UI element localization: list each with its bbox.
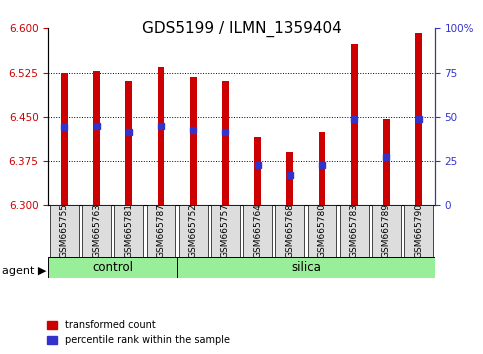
Bar [157, 67, 164, 205]
Text: GDS5199 / ILMN_1359404: GDS5199 / ILMN_1359404 [142, 21, 341, 38]
Text: GSM665768: GSM665768 [285, 204, 294, 258]
FancyBboxPatch shape [114, 205, 143, 257]
Text: GSM665752: GSM665752 [189, 204, 198, 258]
Bar [190, 77, 197, 205]
FancyBboxPatch shape [404, 205, 433, 257]
Text: GSM665790: GSM665790 [414, 204, 423, 258]
Bar [126, 81, 132, 205]
Text: silica: silica [291, 261, 321, 274]
Text: GSM665763: GSM665763 [92, 204, 101, 258]
FancyBboxPatch shape [243, 205, 272, 257]
Bar [383, 119, 390, 205]
Legend: transformed count, percentile rank within the sample: transformed count, percentile rank withi… [43, 316, 234, 349]
FancyBboxPatch shape [146, 205, 175, 257]
FancyBboxPatch shape [372, 205, 401, 257]
Text: control: control [92, 261, 133, 274]
FancyBboxPatch shape [179, 205, 208, 257]
Text: agent ▶: agent ▶ [2, 266, 47, 276]
FancyBboxPatch shape [177, 257, 435, 278]
Bar [286, 152, 293, 205]
FancyBboxPatch shape [50, 205, 79, 257]
Bar [61, 73, 68, 205]
Text: GSM665781: GSM665781 [124, 204, 133, 258]
Bar [351, 44, 357, 205]
Bar [415, 33, 422, 205]
Text: GSM665789: GSM665789 [382, 204, 391, 258]
Text: GSM665764: GSM665764 [253, 204, 262, 258]
Text: GSM665757: GSM665757 [221, 204, 230, 258]
FancyBboxPatch shape [48, 257, 177, 278]
Bar [254, 137, 261, 205]
FancyBboxPatch shape [211, 205, 240, 257]
FancyBboxPatch shape [340, 205, 369, 257]
Bar [222, 81, 229, 205]
FancyBboxPatch shape [82, 205, 111, 257]
Text: GSM665755: GSM665755 [60, 204, 69, 258]
Text: GSM665783: GSM665783 [350, 204, 359, 258]
FancyBboxPatch shape [275, 205, 304, 257]
FancyBboxPatch shape [308, 205, 337, 257]
Bar [319, 132, 326, 205]
Text: GSM665787: GSM665787 [156, 204, 166, 258]
Text: GSM665780: GSM665780 [317, 204, 327, 258]
Bar [93, 71, 100, 205]
